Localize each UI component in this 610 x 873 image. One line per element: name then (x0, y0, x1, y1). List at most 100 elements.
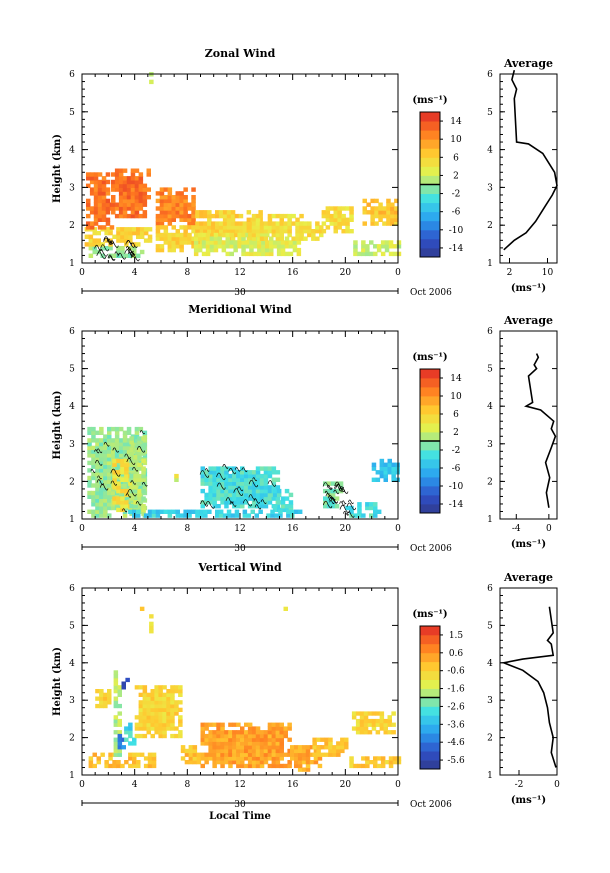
contour-line (216, 482, 226, 490)
heatmap-cell (101, 202, 107, 207)
heatmap-cell (141, 473, 146, 479)
heatmap-cell (253, 244, 258, 249)
heatmap-cell (280, 496, 286, 501)
profile-y-tick-label: 1 (487, 771, 493, 781)
heatmap-cell (141, 447, 146, 452)
heatmap-cell (86, 221, 91, 226)
y-tick-label: 1 (69, 259, 75, 269)
heatmap-cell (158, 726, 163, 731)
heatmap-cell (187, 240, 192, 245)
heatmap-cell (137, 492, 142, 498)
heatmap-cell (265, 247, 270, 253)
heatmap-cell (199, 213, 204, 219)
heatmap-cell (267, 225, 273, 230)
heatmap-cell (159, 244, 165, 249)
heatmap-cell (353, 247, 358, 253)
heatmap-cell (299, 236, 304, 241)
heatmap-cell (253, 240, 258, 245)
heatmap-cell (188, 756, 194, 761)
heatmap-cell (111, 210, 116, 215)
heatmap-cell (175, 210, 180, 215)
heatmap-cell (99, 457, 104, 462)
heatmap-cell (249, 247, 254, 253)
colorbar-segment (420, 139, 440, 149)
heatmap-cell (374, 210, 379, 215)
heatmap-cell (163, 229, 169, 234)
heatmap-cell (242, 509, 248, 514)
heatmap-cell (301, 745, 307, 750)
heatmap-cell (166, 692, 171, 697)
heatmap-cell (359, 722, 365, 727)
heatmap-cell (244, 722, 249, 727)
heatmap-cell (275, 730, 281, 735)
heatmap-cell (236, 722, 241, 727)
heatmap-cell (113, 674, 119, 679)
heatmap-cell (167, 247, 173, 253)
heatmap-cell (100, 752, 105, 757)
profile-x-tick-label: 0 (554, 780, 560, 790)
heatmap-cell (323, 481, 328, 486)
heatmap-cell (269, 244, 274, 249)
heatmap-cell (200, 737, 205, 742)
heatmap-cell (212, 730, 217, 735)
heatmap-cell (324, 741, 329, 746)
y-tick-label: 1 (69, 771, 75, 781)
colorbar-unit-label: (ms⁻¹) (412, 95, 447, 106)
heatmap-cell (234, 213, 240, 219)
heatmap-cell (117, 692, 122, 697)
heatmap-cell (112, 473, 117, 479)
heatmap-cell (86, 198, 91, 204)
heatmap-cell (275, 225, 281, 230)
heatmap-cell (163, 217, 169, 222)
contour-line (90, 469, 96, 473)
heatmap-cell (137, 481, 142, 486)
heatmap-cell (379, 466, 385, 471)
heatmap-cell (104, 238, 109, 243)
heatmap-cell (272, 240, 278, 245)
heatmap-cell (215, 213, 220, 219)
x-tick-label: 12 (234, 524, 245, 534)
heatmap-cell (103, 464, 108, 469)
x-tick-label: 8 (184, 268, 190, 278)
heatmap-cell (91, 438, 96, 443)
colorbar-segment (420, 706, 440, 716)
heatmap-cell (147, 227, 153, 232)
heatmap-cell (371, 462, 377, 467)
heatmap-cell (380, 756, 386, 761)
heatmap-cell (238, 213, 244, 219)
heatmap-cell (387, 715, 392, 720)
heatmap-cell (279, 748, 284, 754)
heatmap-cell (267, 722, 273, 727)
heatmap-cell (373, 502, 378, 507)
heatmap-cell (215, 210, 220, 215)
heatmap-cell (283, 606, 288, 611)
heatmap-cell (233, 244, 238, 249)
heatmap-cell (216, 741, 221, 746)
heatmap-cell (93, 195, 99, 200)
heatmap-cell (105, 198, 111, 204)
heatmap-cell (158, 722, 163, 727)
heatmap-cell (111, 449, 116, 454)
heatmap-cell (251, 748, 257, 754)
heatmap-cell (179, 236, 184, 241)
heatmap-cell (117, 737, 123, 742)
heatmap-cell (208, 470, 213, 475)
heatmap-cell (305, 763, 311, 769)
heatmap-cell (129, 485, 134, 490)
contour-line (341, 500, 347, 505)
heatmap-cell (370, 198, 375, 204)
heatmap-cell (92, 230, 97, 236)
heatmap-cell (188, 752, 194, 757)
heatmap-cell (103, 494, 108, 499)
heatmap-cell (179, 195, 184, 200)
heatmap-cell (92, 763, 97, 769)
heatmap-cell (162, 700, 167, 705)
heatmap-cell (120, 496, 125, 501)
heatmap-cell (179, 244, 184, 249)
heatmap-cell (267, 745, 273, 750)
heatmap-cell (209, 244, 215, 249)
heatmap-cell (240, 504, 245, 509)
heatmap-cell (133, 447, 138, 452)
heatmap-cell (263, 756, 269, 761)
heatmap-cell (162, 715, 167, 720)
